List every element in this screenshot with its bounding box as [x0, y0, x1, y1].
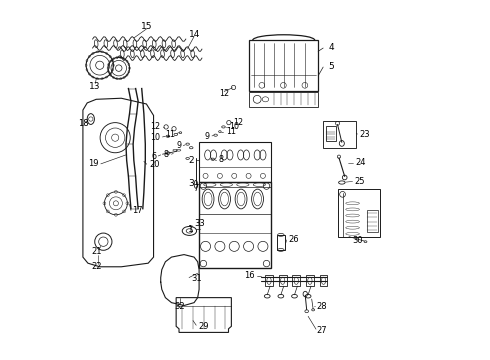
Bar [319, 275, 327, 286]
Text: 21: 21 [91, 247, 101, 256]
Text: 10: 10 [230, 122, 240, 131]
Bar [249, 92, 318, 107]
Text: 5: 5 [328, 62, 334, 71]
Text: 12: 12 [150, 122, 160, 131]
Text: 30: 30 [353, 237, 363, 246]
Text: 23: 23 [360, 130, 370, 139]
Bar [293, 275, 300, 286]
Bar [249, 40, 318, 91]
Text: 4: 4 [328, 43, 334, 52]
Text: 8: 8 [164, 150, 169, 159]
Text: 24: 24 [355, 158, 366, 167]
Text: 11: 11 [226, 127, 236, 136]
Text: 2: 2 [188, 156, 194, 165]
Text: 25: 25 [355, 177, 365, 186]
Bar [367, 211, 378, 232]
Text: 8: 8 [218, 156, 223, 165]
Bar [199, 182, 271, 187]
Text: 29: 29 [198, 322, 209, 331]
Text: 17: 17 [132, 206, 143, 215]
Text: 1: 1 [188, 225, 194, 234]
Text: 22: 22 [91, 262, 101, 271]
Text: 6: 6 [151, 152, 156, 161]
Bar [199, 142, 271, 182]
Bar [326, 126, 336, 140]
Text: 14: 14 [189, 30, 200, 39]
Text: 26: 26 [289, 235, 299, 244]
Text: 10: 10 [150, 133, 160, 142]
Bar [338, 189, 380, 237]
Bar [265, 275, 273, 286]
Text: 12: 12 [234, 118, 244, 127]
Bar [276, 235, 285, 250]
Bar [306, 275, 314, 286]
Text: 3: 3 [188, 179, 194, 188]
Text: 20: 20 [149, 161, 159, 170]
Text: 33: 33 [195, 219, 205, 228]
Text: 15: 15 [141, 22, 152, 31]
Bar [199, 182, 271, 268]
Text: 7: 7 [194, 184, 198, 193]
Text: 9: 9 [205, 132, 210, 141]
Bar [279, 275, 287, 286]
Bar [323, 121, 356, 148]
Text: 11: 11 [165, 130, 175, 139]
Text: 27: 27 [317, 326, 327, 335]
Text: 18: 18 [77, 119, 88, 128]
Text: 16: 16 [244, 271, 255, 280]
Text: 31: 31 [191, 274, 202, 283]
Text: 13: 13 [89, 82, 100, 91]
Text: 28: 28 [317, 302, 327, 311]
Text: 12: 12 [219, 89, 229, 98]
Text: 32: 32 [174, 302, 185, 311]
Text: 19: 19 [88, 159, 98, 168]
Text: 9: 9 [176, 141, 181, 150]
